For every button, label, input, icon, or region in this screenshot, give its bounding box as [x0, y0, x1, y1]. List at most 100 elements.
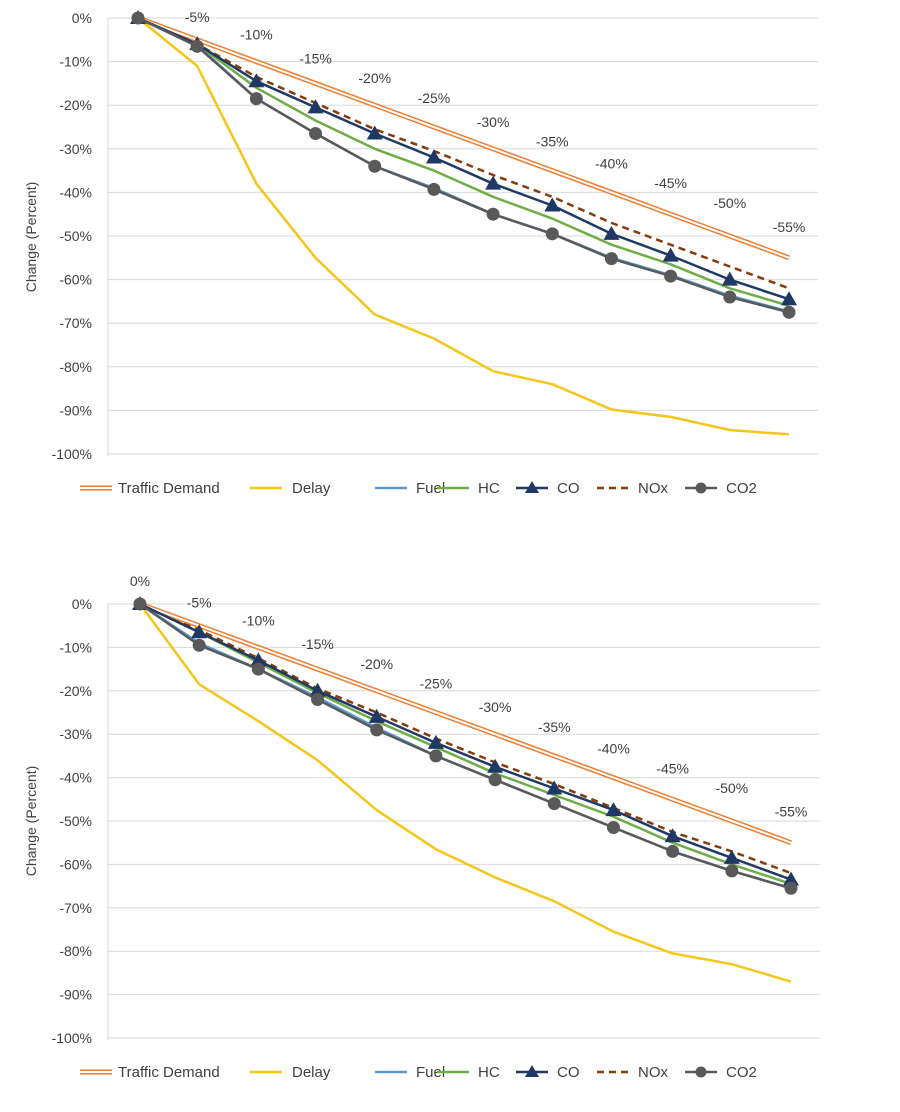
data-label: -35%	[538, 719, 571, 735]
point-co	[368, 708, 385, 723]
point-co	[307, 99, 324, 114]
point-co	[723, 849, 740, 864]
point-co	[783, 871, 799, 886]
series-line-delay	[138, 603, 792, 983]
data-label: -10%	[242, 612, 275, 628]
y-tick-label: -100%	[52, 446, 92, 462]
series-delay	[137, 17, 790, 436]
data-label: -50%	[715, 780, 748, 796]
point-co2	[190, 39, 204, 53]
series-line-fuel	[139, 602, 792, 890]
point-co2	[664, 269, 678, 283]
y-tick-label: -40%	[59, 184, 92, 200]
data-label: -25%	[418, 90, 451, 106]
data-label: -55%	[773, 219, 806, 235]
data-label: -20%	[360, 656, 393, 672]
legend-item-delay: Delay	[250, 1064, 331, 1081]
point-co2	[311, 692, 325, 706]
legend-item-co: CO	[516, 1064, 580, 1081]
legend-marker	[525, 481, 539, 493]
data-label: -50%	[713, 195, 746, 211]
series-nox	[139, 602, 792, 875]
series-traffic-demand	[137, 15, 790, 261]
data-label: -20%	[358, 70, 391, 86]
point-co	[425, 149, 442, 164]
y-tick-label: -20%	[59, 683, 92, 699]
legend-item-traffic-demand: Traffic Demand	[80, 1064, 220, 1081]
point-co2	[309, 127, 323, 141]
data-label: -55%	[775, 804, 808, 820]
point-co	[546, 780, 563, 795]
data-label: -40%	[597, 741, 630, 757]
series-line-delay	[137, 17, 790, 436]
series-line-nox	[139, 602, 792, 875]
point-co2	[782, 305, 796, 319]
point-co	[250, 652, 267, 667]
chart-bottom: 0% -10% -20% -30% -40% -50% -60% -70% -80% -90% -1…	[23, 573, 820, 1081]
series-line-hc	[137, 16, 790, 307]
y-tick-label: -80%	[59, 943, 92, 959]
legend-label: NOx	[638, 480, 669, 497]
point-co	[721, 271, 738, 286]
data-label: -45%	[654, 175, 687, 191]
legend-item-traffic-demand: Traffic Demand	[80, 480, 220, 497]
point-co	[427, 734, 444, 749]
y-tick-label: -60%	[59, 856, 92, 872]
series-delay	[138, 603, 792, 983]
data-label: -5%	[187, 595, 212, 611]
series-line-co	[139, 602, 792, 881]
series-nox	[137, 16, 790, 290]
y-tick-label: -70%	[59, 900, 92, 916]
series-traffic-demand	[139, 601, 792, 846]
data-label: -25%	[420, 676, 453, 692]
point-co2	[547, 797, 561, 811]
series-lines	[130, 10, 797, 436]
data-label: -5%	[185, 9, 210, 25]
point-co	[781, 291, 797, 306]
legend-item-co2: CO2	[685, 1064, 757, 1081]
legend-label: CO	[557, 480, 580, 497]
legend-label: CO2	[726, 480, 757, 497]
point-co	[603, 225, 620, 240]
data-label: -10%	[240, 27, 273, 43]
y-tick-label: -90%	[59, 402, 92, 418]
data-label: -35%	[536, 134, 569, 150]
series-co2	[131, 11, 796, 319]
y-tick-label: -20%	[59, 97, 92, 113]
point-co2	[545, 227, 559, 241]
point-co	[191, 624, 208, 639]
y-tick-label: -80%	[59, 359, 92, 375]
point-co2	[666, 844, 680, 858]
series-line-inner-traffic-demand	[139, 603, 792, 844]
data-label: -40%	[595, 155, 628, 171]
series-line-inner-traffic-demand	[137, 17, 790, 259]
legend-item-nox: NOx	[597, 480, 669, 497]
y-tick-label: 0%	[72, 10, 92, 26]
legend-label: Fuel	[416, 1064, 445, 1081]
point-co2	[427, 182, 441, 196]
legend-marker	[695, 482, 707, 494]
point-co2	[725, 864, 739, 878]
legend-marker	[695, 1066, 707, 1078]
y-axis-title: Change (Percent)	[23, 182, 39, 293]
legend-label: CO2	[726, 1064, 757, 1081]
chart-top: 0% -10% -20% -30% -40% -50% -60% -70% -80% -90% -1…	[23, 0, 818, 497]
point-co	[366, 125, 383, 140]
point-co	[309, 682, 326, 697]
legend-label: Delay	[292, 480, 331, 497]
data-label: -15%	[299, 50, 332, 66]
series-line-co2	[139, 602, 792, 890]
legend-item-fuel: Fuel	[375, 480, 445, 497]
point-co2	[192, 638, 206, 652]
y-tick-label: 0%	[72, 596, 92, 612]
point-co2	[606, 821, 620, 835]
y-tick-label: -70%	[59, 315, 92, 331]
point-co	[248, 73, 265, 88]
legend-marker	[525, 1065, 539, 1077]
legend-label: HC	[478, 480, 500, 497]
legend-item-hc: HC	[437, 480, 500, 497]
point-co2	[370, 723, 384, 737]
point-co	[485, 175, 502, 190]
legend-label: CO	[557, 1064, 580, 1081]
